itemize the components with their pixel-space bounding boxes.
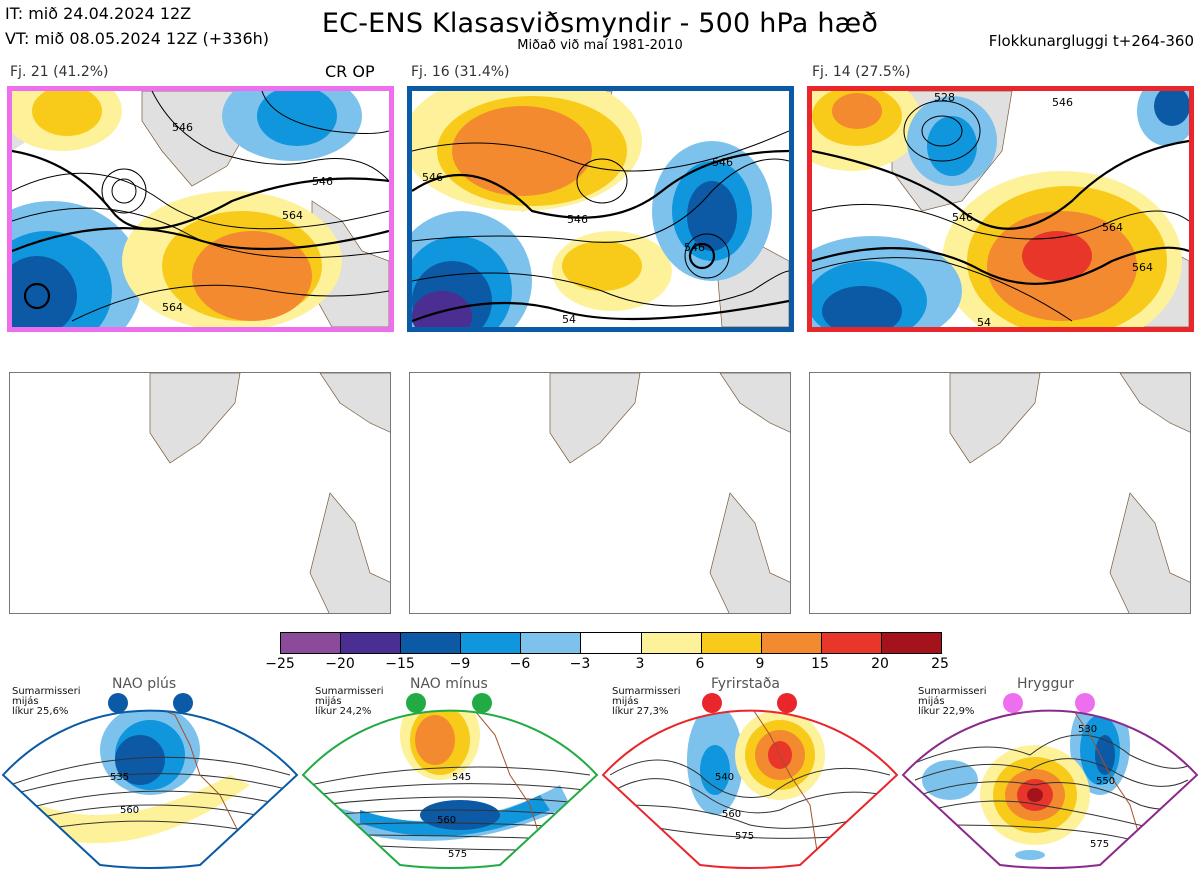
valid-time: VT: mið 08.05.2024 12Z (+336h) [5,29,270,48]
colorbar-tick-label: −9 [449,656,471,672]
regime-4-contour-label: 530 [1078,724,1097,735]
colorbar-swatch [760,633,821,653]
regime-3-contour-label: 575 [735,831,754,842]
regime-4-contour-label: 575 [1090,839,1109,850]
cluster-1-label: Fj. 21 (41.2%) [10,64,109,80]
cluster-window: Flokkunargluggi t+264-360 [988,32,1194,50]
colorbar-swatch [580,633,641,653]
colorbar-tick-label: −25 [265,656,295,672]
cluster-3-contour-label: 546 [952,211,973,224]
cluster-1-contour-label: 546 [172,121,193,134]
cluster-3-contour-label: 54 [977,316,991,327]
initial-time: IT: mið 24.04.2024 12Z [5,4,192,23]
colorbar-swatch [520,633,581,653]
regime-1-dot [173,693,193,713]
cluster-3-contour-label: 528 [934,91,955,104]
colorbar-swatch [880,633,942,653]
colorbar-tick-label: −15 [385,656,415,672]
cluster-3-contour-label: 564 [1132,261,1153,274]
colorbar-swatch [700,633,761,653]
colorbar-swatch [820,633,881,653]
cluster-1-contour-label: 546 [312,175,333,188]
colorbar-swatch [460,633,521,653]
regime-1-dot [108,693,128,713]
regime-2-info: Sumarmisseri mijás líkur 24,2% [315,686,384,717]
regime-2-dot [472,693,492,713]
regime-4-dot [1075,693,1095,713]
colorbar-swatch [340,633,401,653]
colorbar-swatch [400,633,461,653]
regime-1-title: NAO plús [112,676,177,692]
regime-3-dot [777,693,797,713]
colorbar-swatch [281,633,341,653]
regime-2-map[interactable]: 545 560 575 [300,695,600,871]
cluster-2-label: Fj. 16 (31.4%) [411,64,510,80]
regime-4-dot [1003,693,1023,713]
cluster-1-contour-label: 564 [282,209,303,222]
colorbar-tick-label: 6 [695,656,705,672]
colorbar-swatch [640,633,701,653]
empty-map-2[interactable] [409,372,791,614]
regime-3-title: Fyrirstaða [711,676,780,692]
cluster-2-contour-label: 54 [562,313,576,326]
regime-1-info: Sumarmisseri mijás líkur 25,6% [12,686,81,717]
colorbar-tick-label: 9 [755,656,765,672]
regime-3-dot [702,693,722,713]
colorbar-tick-label: 20 [871,656,889,672]
cluster-2-contour-label: 546 [712,156,733,169]
regime-4-map[interactable]: 530 550 575 [900,695,1200,871]
regime-3-contour-label: 540 [715,772,734,783]
regime-3-map[interactable]: 540 560 575 [600,695,900,871]
empty-map-1[interactable] [9,372,391,614]
colorbar-tick-label: 3 [635,656,645,672]
page-title: EC-ENS Klasasviðsmyndir - 500 hPa hæð [321,8,879,39]
regime-1-map[interactable]: 535 560 [0,695,300,871]
regime-2-dot [406,693,426,713]
cluster-3-contour-label: 546 [1052,96,1073,109]
colorbar-tick-label: −20 [325,656,355,672]
colorbar-tick-label: 15 [811,656,829,672]
cluster-1-map[interactable]: 546 546 564 564 [7,86,394,332]
page-subtitle: Miðað við maí 1981-2010 [517,38,683,53]
cluster-2-contour-label: 546 [684,241,705,254]
cluster-1-crop: CR OP [325,62,375,81]
regime-4-info: Sumarmisseri mijás líkur 22,9% [918,686,987,717]
cluster-3-label: Fj. 14 (27.5%) [812,64,911,80]
regime-4-contour-label: 550 [1096,776,1115,787]
colorbar [280,632,942,654]
regime-2-title: NAO mínus [410,676,488,692]
cluster-3-contour-label: 564 [1102,221,1123,234]
cluster-1-contour-label: 564 [162,301,183,314]
regime-1-contour-label: 535 [110,772,129,783]
cluster-2-contour-label: 546 [567,213,588,226]
regime-4-title: Hryggur [1017,676,1074,692]
regime-1-contour-label: 560 [120,805,139,816]
regime-2-contour-label: 545 [452,772,471,783]
colorbar-tick-label: −3 [569,656,591,672]
regime-2-contour-label: 575 [448,849,467,860]
regime-2-contour-label: 560 [437,815,456,826]
colorbar-tick-label: −6 [509,656,531,672]
empty-map-3[interactable] [809,372,1191,614]
colorbar-tick-label: 25 [931,656,949,672]
cluster-2-contour-label: 546 [422,171,443,184]
cluster-2-map[interactable]: 546 546 546 546 54 [407,86,794,332]
regime-3-contour-label: 560 [722,809,741,820]
regime-3-info: Sumarmisseri mijás líkur 27,3% [612,686,681,717]
cluster-3-map[interactable]: 528 546 546 564 564 54 [807,86,1194,332]
